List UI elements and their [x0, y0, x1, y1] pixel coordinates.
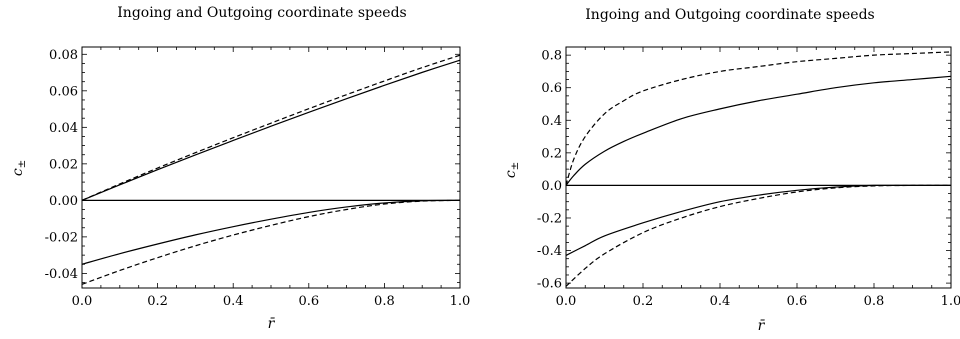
y-axis-label-main: c: [503, 170, 519, 178]
series-line-1-dashed: [81, 54, 461, 201]
y-axis-label-sub: ±: [17, 160, 28, 168]
svg-text:c±: c±: [503, 162, 521, 178]
x-axis-label: r̄: [268, 316, 276, 332]
x-tick-label: 0.2: [633, 294, 654, 309]
x-tick-label: 0.4: [710, 294, 731, 309]
series-group: [81, 54, 461, 285]
y-tick-label: 0.8: [541, 49, 562, 64]
x-tick-label: 0.0: [72, 294, 93, 309]
x-tick-label: 0.8: [864, 294, 885, 309]
y-tick-label: -0.6: [537, 277, 562, 292]
series-line-2-solid: [565, 184, 952, 256]
x-tick-label: 0.6: [787, 294, 808, 309]
plot-frame: [565, 46, 952, 289]
y-tick-label: 0.08: [49, 48, 78, 63]
y-tick-label: 0.04: [49, 121, 78, 136]
y-tick-label: 0.6: [541, 81, 562, 96]
series-line-0-solid: [81, 59, 461, 201]
y-tick-label: -0.2: [537, 211, 562, 226]
x-tick-label: 0.4: [223, 294, 244, 309]
y-tick-label: 0.06: [49, 84, 78, 99]
y-axis-label-main: c: [10, 168, 26, 176]
tick-group: 0.0 0.2 0.4 0.6 0.8 1.0 0.08 0.06 0.04 0.02 0.00 -0…: [45, 47, 471, 309]
y-tick-label: 0.02: [49, 157, 78, 172]
x-tick-label: 0.6: [298, 294, 319, 309]
x-tick-label: 1.0: [941, 294, 960, 309]
series-line-3-dashed: [81, 199, 461, 285]
x-axis-label: r̄: [758, 318, 766, 334]
y-axis-label-sub: ±: [510, 162, 521, 170]
plot-frame: [81, 46, 461, 289]
y-tick-label: -0.02: [45, 230, 78, 245]
series-line-2-solid: [81, 199, 461, 265]
y-tick-label: 0.00: [49, 194, 78, 209]
y-tick-label: -0.04: [45, 267, 78, 282]
series-group: [565, 51, 952, 287]
x-tick-label: 0.8: [374, 294, 395, 309]
series-line-3-dashed: [565, 184, 952, 287]
x-tick-label: 0.2: [147, 294, 168, 309]
y-tick-label: 0.4: [541, 114, 562, 129]
series-line-1-dashed: [565, 51, 952, 186]
chart-right: Ingoing and Outgoing coordinate speeds 0…: [503, 7, 960, 334]
chart-title: Ingoing and Outgoing coordinate speeds: [117, 5, 406, 21]
tick-group: 0.0 0.2 0.4 0.6 0.8 1.0 0.8 0.6 0.4 0.2 0.0 -0.2 -0.…: [537, 46, 960, 309]
y-tick-label: 0.2: [541, 146, 562, 161]
y-tick-label: 0.0: [541, 179, 562, 194]
svg-text:c±: c±: [10, 160, 28, 176]
x-tick-label: 0.0: [556, 294, 577, 309]
y-axis-label: c±: [503, 162, 521, 178]
x-tick-label: 1.0: [450, 294, 471, 309]
series-line-0-solid: [565, 75, 952, 186]
chart-left: Ingoing and Outgoing coordinate speeds 0…: [10, 5, 470, 332]
y-axis-label: c±: [10, 160, 28, 176]
chart-title: Ingoing and Outgoing coordinate speeds: [585, 7, 874, 23]
y-tick-label: -0.4: [537, 244, 562, 259]
